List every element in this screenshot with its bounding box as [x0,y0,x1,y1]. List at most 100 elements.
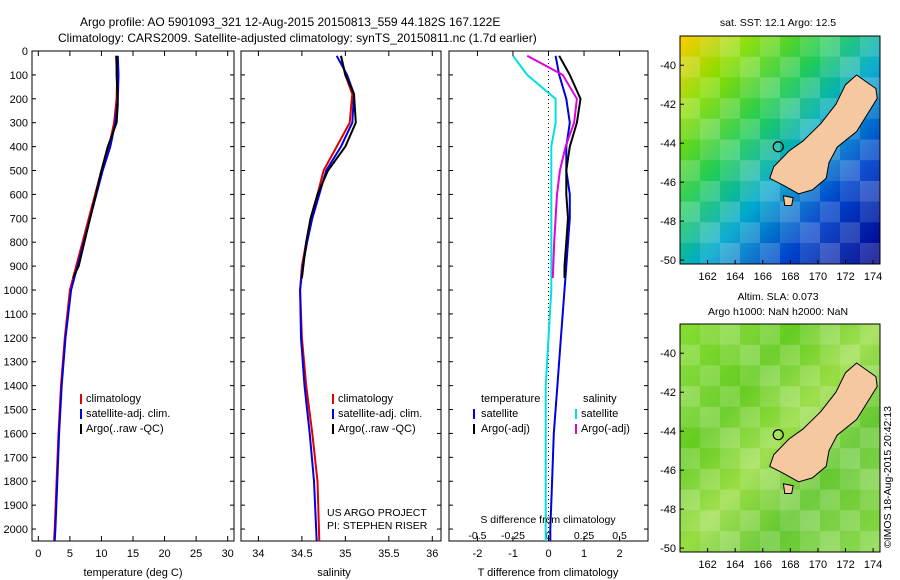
map-cell [720,201,740,223]
lon-tick-label: 172 [836,559,854,571]
map-cell [860,344,880,366]
map-cell [840,139,860,161]
legend-label: satellite [581,408,618,420]
lon-tick-label: 168 [781,271,799,283]
header-line1: Argo profile: AO 5901093_321 12-Aug-2015… [80,15,500,29]
map-cell [780,365,800,387]
map-cell [840,510,860,531]
stewart-island [782,195,794,206]
sst-map-title: sat. SST: 12.1 Argo: 12.5 [720,17,836,29]
map-cell [860,243,880,264]
lon-tick-label: 166 [754,559,772,571]
map-cell [720,406,740,428]
lat-tick-label: -44 [660,426,676,438]
lon-tick-label: 172 [836,271,854,283]
series-line [72,55,119,279]
y-tick-label: 100 [10,70,28,82]
y-tick-label: 2000 [4,524,28,536]
map-cell [760,427,780,449]
map-cell [720,324,740,345]
map-cell [820,324,840,345]
sla-map: 162 164 166 168 170 172 174 -40 -42 -44 -46 -48 -50 [660,323,882,571]
lon-tick-label: 174 [864,559,882,571]
map-cell [820,510,840,531]
map-cell [840,222,860,243]
y-tick-label: 0 [22,46,28,58]
x-tick-label: 0 [545,548,551,560]
lon-tick-label: 164 [726,559,744,571]
map-cell [860,180,880,202]
map-cell [800,365,820,387]
map-cell [840,448,860,469]
map-cell [760,201,780,223]
map-cell [760,344,780,366]
map-cell [720,118,740,140]
map-cell [760,77,780,99]
lon-tick-label: 174 [864,271,882,283]
argo-marker [772,141,784,153]
y-tick-label: 800 [10,237,28,249]
map-cell [740,448,760,469]
argo-marker [772,429,784,441]
map-cell [760,98,780,119]
map-cell [740,243,760,264]
x-tick-label: 20 [158,548,170,560]
y-tick-label: 700 [10,213,28,225]
map-cell [680,489,700,511]
map-cell [740,510,760,531]
map-cell [720,160,740,181]
map-cell [720,36,740,57]
map-cell [800,77,820,99]
series-line [299,55,354,542]
series-line [526,54,578,279]
series-line [53,55,120,542]
lat-tick-label: -42 [660,99,676,111]
map-cell [860,324,880,345]
map-cell [700,365,720,387]
x-tick-label: 25 [190,548,202,560]
map-cell [820,36,840,57]
x-top-tick-label: 0.5 [612,530,627,542]
map-field [680,36,880,264]
map-cell [860,160,880,181]
x-tick-label: 5 [67,548,73,560]
y-tick-label: 1400 [4,381,28,393]
map-cell [720,56,740,78]
x-tick-label: -1 [508,548,518,560]
map-cell [720,427,740,449]
map-cell [800,36,820,57]
x-tick-label: 30 [222,548,234,560]
legend-label: Argo(..raw -QC) [86,423,164,435]
y-tick-label: 900 [10,261,28,273]
map-cell [740,118,760,140]
legend-label: satellite [481,408,518,420]
lat-tick-label: -40 [660,348,676,360]
map-cell [860,56,880,78]
map-cell [860,468,880,490]
map-cell [800,324,820,345]
map-cell [800,201,820,223]
map-cell [740,427,760,449]
map-cell [860,448,880,469]
x-tick-label: 35.5 [378,548,399,560]
map-cell [700,139,720,161]
difference-panel: -2-1012-0.5-0.2500.250.5temperaturesalin… [448,50,649,560]
south-island [769,362,878,483]
map-cell [840,36,860,57]
map-field [680,324,880,552]
map-cell [700,77,720,99]
lat-tick-label: -48 [660,504,676,516]
series-line [558,55,582,279]
lon-tick-label: 170 [809,559,827,571]
stewart-island [782,483,794,494]
map-cell [800,243,820,264]
map-cell [860,427,880,449]
x-tick-label: 2 [617,548,623,560]
map-cell [760,36,780,57]
imos-credit: ©IMOS 18-Aug-2015 20:42:13 [882,406,894,548]
map-cell [720,448,740,469]
map-cell [780,344,800,366]
y-tick-label: 1500 [4,405,28,417]
difference-xlabel: T difference from climatology [478,567,619,579]
x-top-tick-label: -0.25 [501,530,525,542]
